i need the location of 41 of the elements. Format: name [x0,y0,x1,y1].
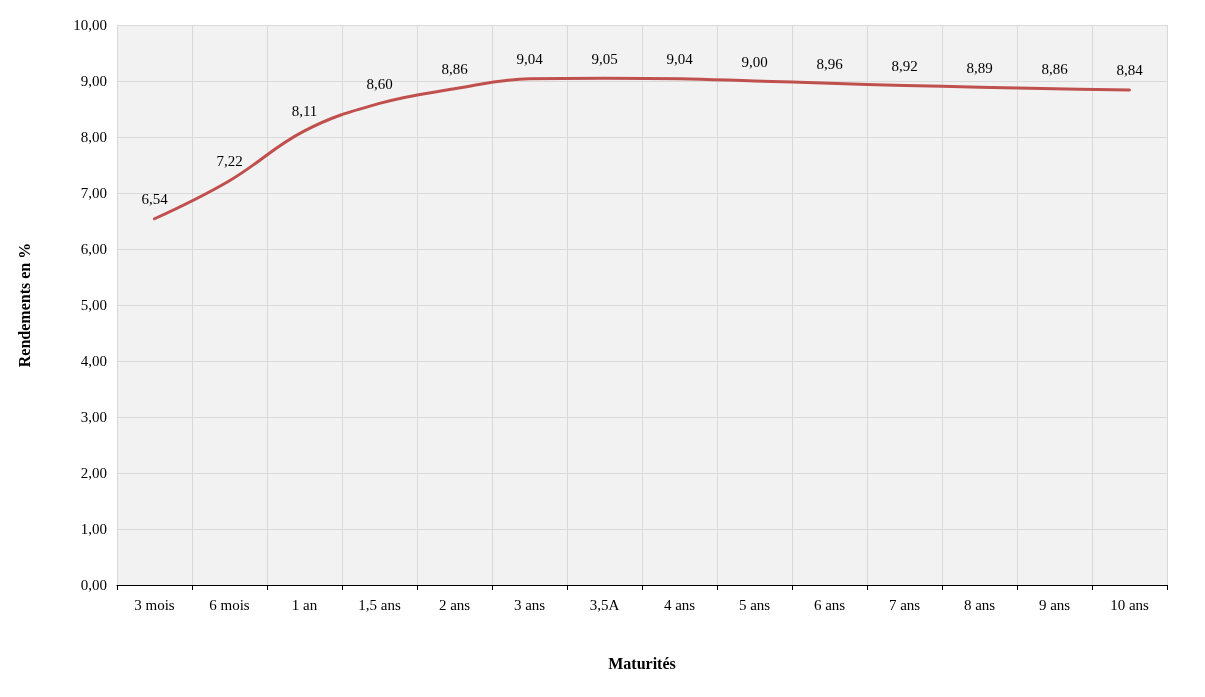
data-label: 9,05 [591,50,618,67]
x-tick-label: 7 ans [888,596,921,613]
data-label: 9,04 [516,51,544,68]
y-tick-label: 3,00 [80,409,107,425]
x-tick-label: 6 mois [209,596,250,613]
x-tick-label: 1 an [291,596,318,613]
y-tick-label: 2,00 [80,465,107,481]
data-label: 6,54 [141,191,169,208]
y-tick-label: 6,00 [80,241,107,257]
data-label: 8,86 [441,61,469,78]
x-tick-label: 3,5A [589,596,620,613]
data-label: 8,11 [291,103,318,120]
x-tick-label: 6 ans [813,596,846,613]
x-tick-label: 8 ans [963,596,996,613]
y-axis-title: Rendements en % [15,242,33,368]
y-tick-label: 10,00 [73,17,107,33]
y-tick-label: 1,00 [80,521,107,537]
x-tick-label: 10 ans [1110,596,1150,613]
data-label: 8,92 [891,57,918,74]
y-tick-label: 7,00 [80,185,107,201]
y-tick-label: 0,00 [80,577,107,593]
x-tick-label: 3 mois [134,596,175,613]
x-tick-label: 5 ans [738,596,771,613]
data-label: 8,84 [1116,62,1144,79]
y-tick-label: 8,00 [80,129,107,145]
x-axis-title: Maturités [608,654,676,672]
y-tick-label: 9,00 [80,73,107,89]
data-label: 8,86 [1041,61,1069,78]
x-tick-label: 4 ans [663,596,696,613]
data-label: 8,89 [966,59,993,76]
data-label: 7,22 [216,153,243,170]
x-tick-label: 9 ans [1038,596,1071,613]
data-label: 9,04 [666,51,694,68]
y-tick-label: 5,00 [80,297,107,313]
x-tick-label: 2 ans [438,596,471,613]
data-label: 9,00 [741,53,768,70]
y-tick-label: 4,00 [80,353,107,369]
x-tick-label: 1,5 ans [358,596,401,613]
data-label: 8,96 [816,55,844,72]
x-tick-label: 3 ans [513,596,546,613]
data-label: 8,60 [366,75,393,92]
